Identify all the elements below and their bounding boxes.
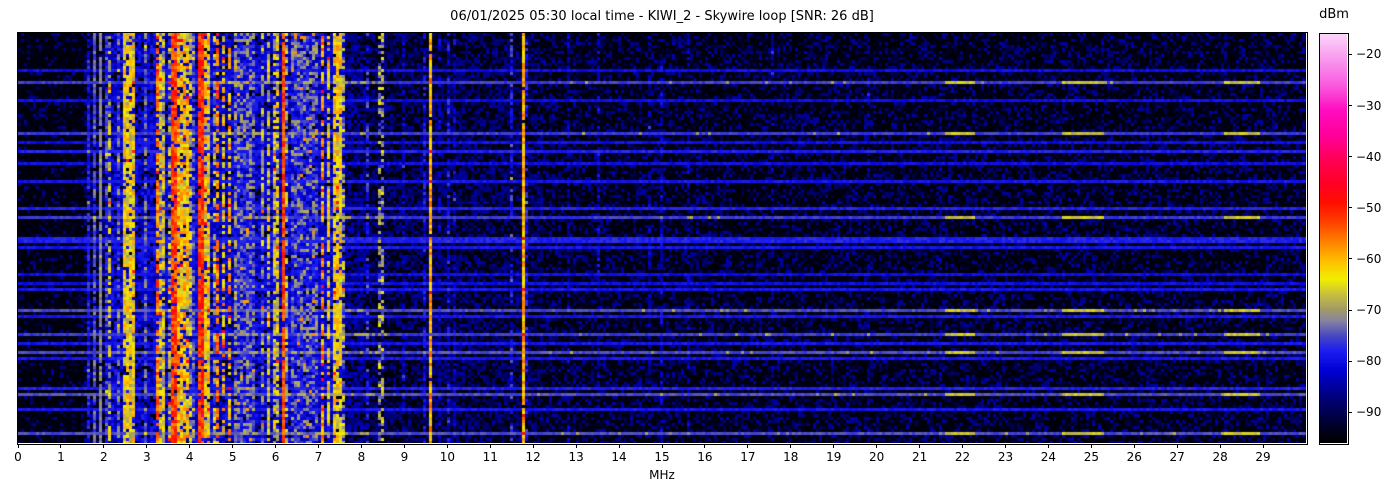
x-tick-label: 11 [482, 450, 498, 464]
x-tick-label: 0 [14, 450, 22, 464]
colorbar-tick-mark [1348, 309, 1352, 311]
x-tick-label: 10 [439, 450, 455, 464]
x-tick-mark [1004, 444, 1006, 448]
x-tick-label: 23 [997, 450, 1014, 464]
colorbar-tick-mark [1348, 156, 1352, 158]
x-tick-label: 22 [954, 450, 971, 464]
x-tick-mark [146, 444, 148, 448]
x-tick-mark [1047, 444, 1049, 448]
x-tick-mark [232, 444, 234, 448]
colorbar-tick-label: −80 [1356, 354, 1382, 369]
x-tick-label: 19 [826, 450, 842, 464]
colorbar-tick-mark [1348, 360, 1352, 362]
colorbar-tick-label: −90 [1356, 405, 1382, 420]
x-tick-label: 8 [357, 450, 366, 464]
x-tick-mark [704, 444, 706, 448]
x-tick-label: 7 [314, 450, 323, 464]
x-tick-mark [103, 444, 105, 448]
x-tick-mark [790, 444, 792, 448]
x-tick-label: 6 [271, 450, 280, 464]
x-tick-mark [618, 444, 620, 448]
x-tick-mark [919, 444, 921, 448]
x-tick-mark [1133, 444, 1135, 448]
x-tick-mark [661, 444, 663, 448]
x-tick-mark [403, 444, 405, 448]
x-tick-mark [318, 444, 320, 448]
x-tick-label: 21 [911, 450, 928, 464]
x-tick-label: 20 [869, 450, 885, 464]
x-tick-label: 16 [697, 450, 713, 464]
x-tick-mark [747, 444, 749, 448]
x-tick-label: 9 [400, 450, 409, 464]
x-tick-mark [575, 444, 577, 448]
x-tick-label: 28 [1212, 450, 1228, 464]
plot-area [17, 32, 1308, 445]
x-tick-mark [1090, 444, 1092, 448]
colorbar-tick-label: −50 [1356, 200, 1382, 215]
x-tick-mark [17, 444, 19, 448]
colorbar-tick-mark [1348, 411, 1352, 413]
colorbar-unit-label: dBm [1319, 7, 1349, 22]
x-tick-mark [876, 444, 878, 448]
x-tick-label: 24 [1040, 450, 1057, 464]
colorbar-tick-label: −30 [1356, 98, 1382, 113]
x-tick-label: 27 [1169, 450, 1185, 464]
colorbar-gradient [1320, 34, 1347, 443]
x-tick-label: 14 [611, 450, 627, 464]
x-tick-label: 17 [740, 450, 756, 464]
x-tick-label: 25 [1083, 450, 1099, 464]
x-tick-label: 15 [654, 450, 670, 464]
colorbar-tick-label: −40 [1356, 149, 1382, 164]
colorbar-tick-label: −20 [1356, 47, 1382, 62]
x-tick-label: 1 [57, 450, 65, 464]
x-tick-mark [1219, 444, 1221, 448]
colorbar-tick-mark [1348, 207, 1352, 209]
colorbar-tick-label: −60 [1356, 251, 1382, 266]
x-tick-mark [962, 444, 964, 448]
x-tick-mark [532, 444, 534, 448]
x-tick-mark [60, 444, 62, 448]
colorbar-tick-label: −70 [1356, 303, 1382, 318]
x-tick-mark [275, 444, 277, 448]
x-tick-label: 18 [783, 450, 799, 464]
x-tick-mark [1262, 444, 1264, 448]
x-tick-label: 5 [228, 450, 237, 464]
x-tick-mark [446, 444, 448, 448]
x-axis-label: MHz [649, 468, 675, 482]
x-tick-label: 3 [142, 450, 151, 464]
x-tick-mark [1176, 444, 1178, 448]
colorbar-frame [1319, 33, 1349, 445]
colorbar-tick-mark [1348, 258, 1352, 260]
x-tick-label: 26 [1126, 450, 1142, 464]
x-tick-mark [489, 444, 491, 448]
x-tick-label: 2 [100, 450, 108, 464]
x-tick-mark [189, 444, 191, 448]
x-tick-mark [833, 444, 835, 448]
figure-title: 06/01/2025 05:30 local time - KIWI_2 - S… [450, 9, 874, 24]
colorbar-tick-mark [1348, 53, 1352, 55]
x-tick-label: 13 [568, 450, 584, 464]
colorbar-tick-mark [1348, 105, 1352, 107]
x-tick-mark [360, 444, 362, 448]
x-tick-label: 4 [185, 450, 194, 464]
spectrogram-canvas [18, 33, 1306, 443]
x-tick-label: 12 [525, 450, 541, 464]
x-tick-label: 29 [1255, 450, 1271, 464]
